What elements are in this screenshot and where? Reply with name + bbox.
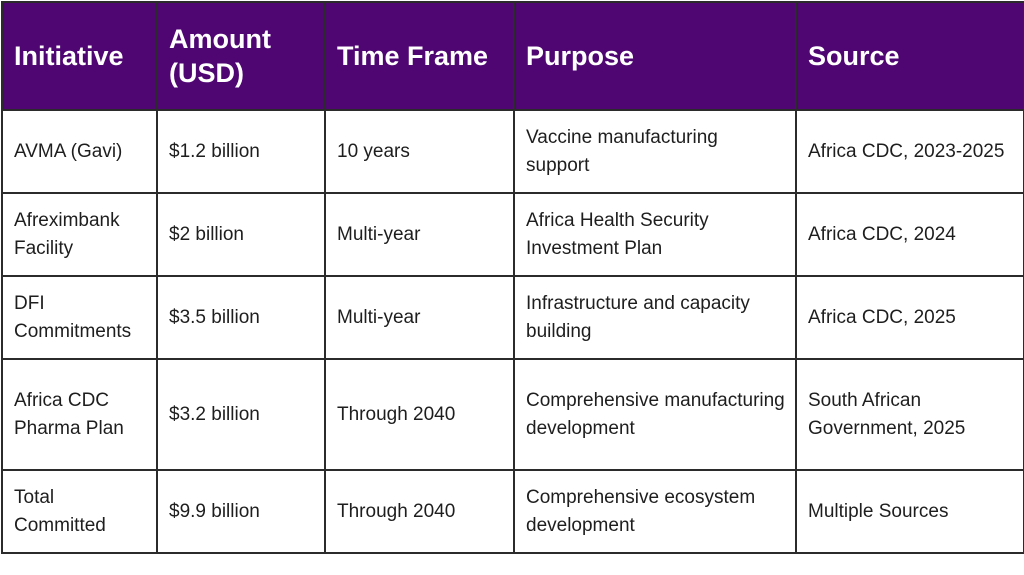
- cell-initiative: DFI Commitments: [1, 275, 158, 360]
- cell-source: Multiple Sources: [795, 469, 1024, 554]
- cell-initiative: AVMA (Gavi): [1, 109, 158, 194]
- cell-time-frame: Multi-year: [324, 275, 515, 360]
- cell-amount: $3.5 billion: [156, 275, 326, 360]
- column-header-time-frame: Time Frame: [324, 1, 515, 111]
- cell-purpose: Vaccine manufacturing support: [513, 109, 797, 194]
- cell-initiative: Afreximbank Facility: [1, 192, 158, 277]
- column-header-amount: Amount (USD): [156, 1, 326, 111]
- cell-purpose: Comprehensive ecosystem development: [513, 469, 797, 554]
- cell-purpose: Comprehensive manufacturing development: [513, 358, 797, 471]
- cell-purpose: Infrastructure and capacity building: [513, 275, 797, 360]
- cell-amount: $2 billion: [156, 192, 326, 277]
- cell-amount: $1.2 billion: [156, 109, 326, 194]
- cell-purpose: Africa Health Security Investment Plan: [513, 192, 797, 277]
- column-header-initiative: Initiative: [1, 1, 158, 111]
- cell-time-frame: Through 2040: [324, 469, 515, 554]
- table-row: Africa CDC Pharma Plan $3.2 billion Thro…: [1, 358, 1024, 471]
- table-row-total: Total Committed $9.9 billion Through 204…: [1, 469, 1024, 554]
- cell-source: South African Government, 2025: [795, 358, 1024, 471]
- cell-amount: $9.9 billion: [156, 469, 326, 554]
- cell-time-frame: Through 2040: [324, 358, 515, 471]
- column-header-source: Source: [795, 1, 1024, 111]
- cell-source: Africa CDC, 2025: [795, 275, 1024, 360]
- table-header-row: Initiative Amount (USD) Time Frame Purpo…: [1, 1, 1024, 111]
- cell-initiative: Africa CDC Pharma Plan: [1, 358, 158, 471]
- cell-amount: $3.2 billion: [156, 358, 326, 471]
- cell-source: Africa CDC, 2024: [795, 192, 1024, 277]
- table-row: DFI Commitments $3.5 billion Multi-year …: [1, 275, 1024, 360]
- cell-source: Africa CDC, 2023-2025: [795, 109, 1024, 194]
- cell-time-frame: Multi-year: [324, 192, 515, 277]
- column-header-purpose: Purpose: [513, 1, 797, 111]
- table-row: AVMA (Gavi) $1.2 billion 10 years Vaccin…: [1, 109, 1024, 194]
- cell-initiative: Total Committed: [1, 469, 158, 554]
- table-row: Afreximbank Facility $2 billion Multi-ye…: [1, 192, 1024, 277]
- cell-time-frame: 10 years: [324, 109, 515, 194]
- funding-table: Initiative Amount (USD) Time Frame Purpo…: [1, 1, 1024, 554]
